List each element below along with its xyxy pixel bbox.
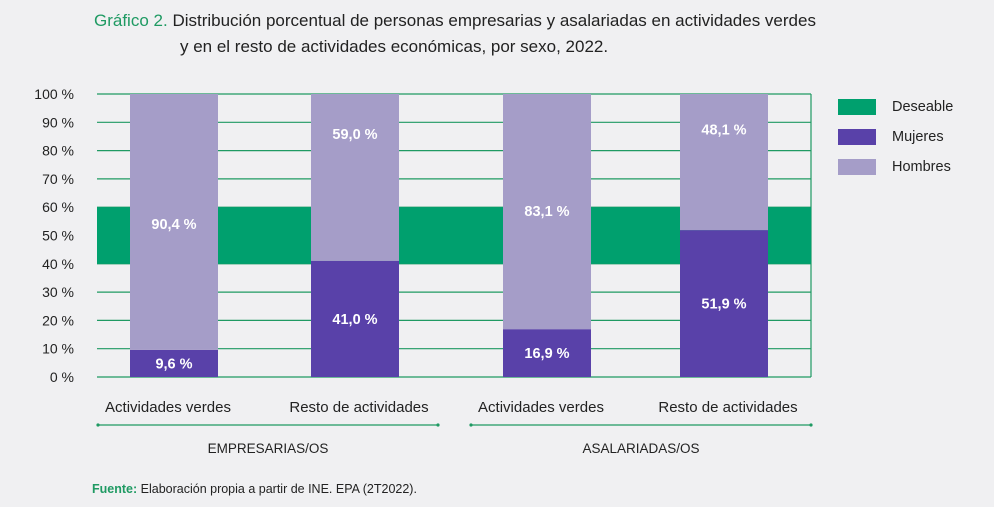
y-tick-label: 20 % [42, 312, 74, 328]
chart-title-line2: y en el resto de actividades económicas,… [180, 37, 609, 56]
legend-swatch-deseable [838, 99, 876, 115]
bar-hombres [130, 94, 218, 350]
bar-mujeres [311, 260, 399, 377]
legend-item-deseable: Deseable [838, 92, 953, 122]
chart-title-label: Gráfico 2. [94, 11, 168, 30]
legend-label: Deseable [892, 99, 954, 115]
chart-title: Gráfico 2. Distribución porcentual de pe… [94, 8, 816, 60]
legend-item-mujeres: Mujeres [838, 122, 953, 152]
y-tick-label: 0 % [50, 369, 74, 385]
source-label: Fuente: [92, 482, 138, 496]
y-tick-label: 90 % [42, 114, 74, 130]
data-label-mujeres: 16,9 % [524, 346, 569, 362]
data-label-mujeres: 9,6 % [155, 356, 192, 372]
legend-label: Mujeres [892, 129, 944, 145]
y-tick-label: 50 % [42, 228, 74, 244]
data-label-mujeres: 41,0 % [332, 312, 377, 328]
group-label: EMPRESARIAS/OS [208, 441, 329, 456]
y-tick-label: 70 % [42, 171, 74, 187]
data-label-hombres: 83,1 % [524, 204, 569, 220]
group-bracket-end [96, 423, 100, 427]
group-bracket-end [469, 423, 473, 427]
source-note: Fuente: Elaboración propia a partir de I… [92, 482, 417, 496]
x-category-label: Resto de actividades [289, 399, 428, 416]
legend-swatch-mujeres [838, 129, 876, 145]
y-tick-label: 100 % [34, 86, 74, 102]
legend-item-hombres: Hombres [838, 152, 953, 182]
group-bracket-end [436, 423, 440, 427]
group-label: ASALARIADAS/OS [582, 441, 699, 456]
bar-hombres [503, 94, 591, 330]
chart-title-line1: Distribución porcentual de personas empr… [172, 11, 816, 30]
legend: Deseable Mujeres Hombres [838, 92, 953, 182]
x-category-label: Resto de actividades [658, 399, 797, 416]
y-tick-label: 60 % [42, 199, 74, 215]
y-tick-label: 40 % [42, 256, 74, 272]
data-label-hombres: 48,1 % [701, 122, 746, 138]
bar-hombres [311, 94, 399, 261]
legend-swatch-hombres [838, 159, 876, 175]
data-label-mujeres: 51,9 % [701, 297, 746, 313]
data-label-hombres: 90,4 % [151, 217, 196, 233]
y-tick-label: 80 % [42, 143, 74, 159]
y-tick-label: 30 % [42, 284, 74, 300]
bar-mujeres [680, 230, 768, 377]
bar-mujeres [130, 349, 218, 377]
x-category-label: Actividades verdes [105, 399, 231, 416]
bar-mujeres [503, 329, 591, 377]
legend-label: Hombres [892, 159, 951, 175]
bar-hombres [680, 94, 768, 231]
group-bracket-end [809, 423, 813, 427]
y-tick-label: 10 % [42, 341, 74, 357]
source-text: Elaboración propia a partir de INE. EPA … [140, 482, 417, 496]
data-label-hombres: 59,0 % [332, 127, 377, 143]
x-category-label: Actividades verdes [478, 399, 604, 416]
